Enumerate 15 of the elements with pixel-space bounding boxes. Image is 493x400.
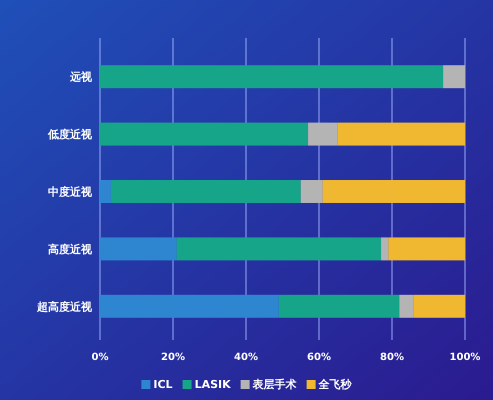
y-tick-label: 远视 (69, 70, 93, 84)
x-tick-label: 100% (450, 352, 480, 363)
legend-label: LASIK (194, 378, 232, 391)
y-tick-label: 高度近视 (48, 242, 93, 256)
x-tick-label: 0% (92, 352, 108, 363)
x-tick-label: 60% (307, 352, 331, 363)
y-tick-label: 中度近视 (48, 186, 93, 198)
y-tick-label: 超高度近视 (36, 300, 93, 314)
legend-label: ICL (153, 378, 173, 391)
legend-label: 全飞秒 (318, 378, 353, 391)
y-tick-label: 低度近视 (47, 128, 93, 142)
x-tick-label: 20% (161, 352, 185, 363)
legend-label: 表层手术 (252, 378, 297, 391)
x-tick-label: 40% (234, 352, 258, 363)
x-tick-label: 80% (380, 352, 404, 363)
